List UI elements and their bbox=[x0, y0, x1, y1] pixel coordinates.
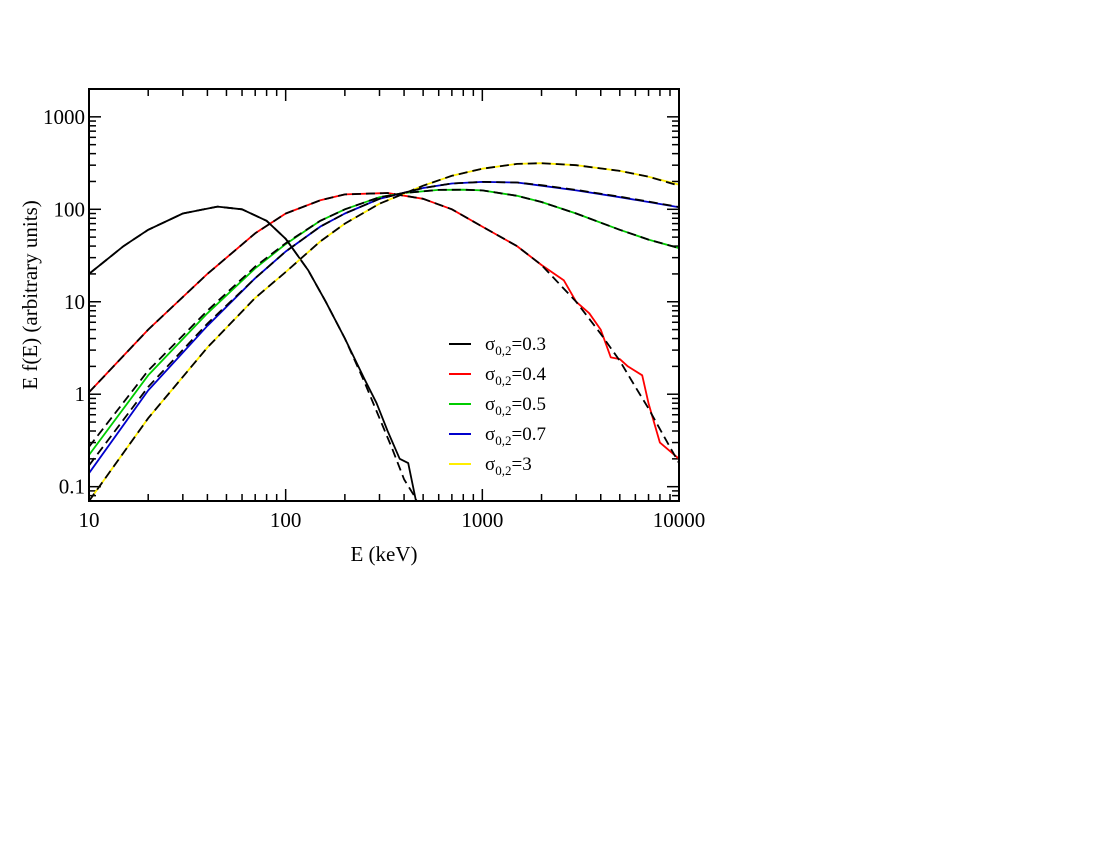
x-tick-label: 10000 bbox=[653, 508, 706, 532]
legend-label-3: σ0,2=0.7 bbox=[485, 424, 546, 448]
y-axis-label: E f(E) (arbitrary units) bbox=[18, 200, 42, 390]
x-tick-label: 1000 bbox=[461, 508, 503, 532]
y-tick-label: 1000 bbox=[43, 105, 85, 129]
y-tick-label: 0.1 bbox=[59, 475, 85, 499]
legend: σ0,2=0.3 σ0,2=0.4 σ0,2=0.5 σ0,2=0.7 σ0,2=3 bbox=[449, 334, 546, 478]
legend-label-1: σ0,2=0.4 bbox=[485, 364, 546, 388]
model-dashed-line-3 bbox=[89, 180, 679, 466]
x-tick-label: 100 bbox=[270, 508, 302, 532]
y-tick-label: 100 bbox=[54, 197, 86, 221]
legend-label-4: σ0,2=3 bbox=[485, 454, 532, 478]
model-dashed-line-4 bbox=[89, 162, 679, 501]
x-axis-label: E (keV) bbox=[350, 542, 417, 566]
series-layer bbox=[89, 162, 679, 501]
series-line-2 bbox=[89, 188, 679, 456]
legend-label-2: σ0,2=0.5 bbox=[485, 394, 546, 418]
model-dashed-line-1 bbox=[89, 192, 679, 464]
model-dashed-line-0 bbox=[89, 205, 418, 501]
axis-ticks bbox=[88, 88, 679, 502]
legend-label-0: σ0,2=0.3 bbox=[485, 334, 546, 358]
x-tick-label: 10 bbox=[79, 508, 100, 532]
tick-labels: 10 100 1000 10000 0.1 1 10 100 1000 bbox=[43, 105, 705, 532]
plot-frame bbox=[88, 88, 680, 502]
y-tick-label: 1 bbox=[75, 382, 86, 406]
y-tick-label: 10 bbox=[64, 290, 85, 314]
